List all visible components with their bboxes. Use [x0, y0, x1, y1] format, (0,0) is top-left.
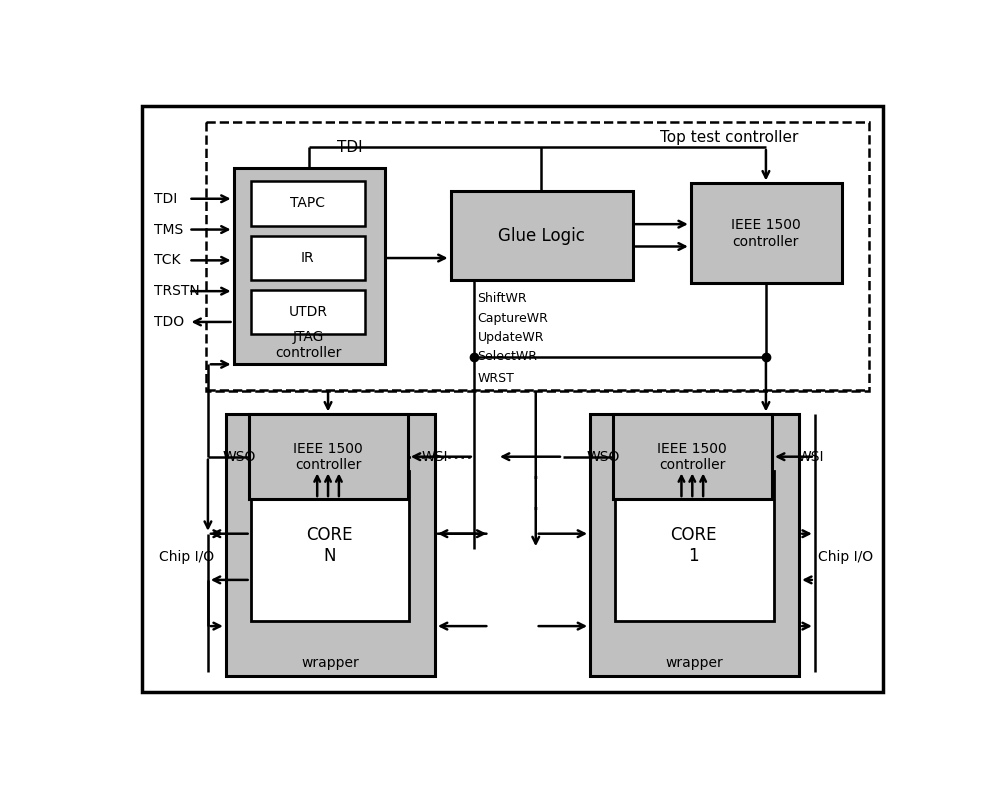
Text: IEEE 1500
controller: IEEE 1500 controller: [293, 442, 363, 472]
Text: Chip I/O: Chip I/O: [159, 550, 215, 564]
Bar: [251, 471, 409, 621]
Text: TMS: TMS: [154, 223, 184, 236]
Text: TAPC: TAPC: [290, 197, 325, 210]
Bar: [615, 471, 774, 621]
Text: .: .: [532, 460, 540, 484]
Text: WSO: WSO: [586, 450, 620, 464]
Bar: [226, 414, 435, 676]
Text: WSO: WSO: [223, 450, 256, 464]
Text: TCK: TCK: [154, 254, 181, 267]
Text: IEEE 1500
controller: IEEE 1500 controller: [731, 218, 801, 249]
Text: UTDR: UTDR: [288, 305, 327, 319]
Text: CaptureWR: CaptureWR: [478, 311, 548, 325]
Text: TDI: TDI: [337, 140, 363, 155]
Text: TDI: TDI: [154, 192, 178, 205]
Text: Top test controller: Top test controller: [660, 130, 799, 145]
Text: IR: IR: [301, 251, 315, 265]
Text: .: .: [532, 491, 540, 515]
Bar: [249, 414, 408, 499]
Text: IEEE 1500
controller: IEEE 1500 controller: [657, 442, 727, 472]
Text: CORE
N: CORE N: [306, 526, 353, 565]
Text: ShiftWR: ShiftWR: [478, 292, 527, 306]
Text: wrapper: wrapper: [302, 656, 359, 670]
Text: WSI: WSI: [422, 450, 448, 464]
Text: wrapper: wrapper: [666, 656, 724, 670]
Text: UpdateWR: UpdateWR: [478, 331, 544, 344]
Bar: [251, 290, 365, 334]
Text: JTAG
controller: JTAG controller: [275, 330, 342, 360]
Text: SelectWR: SelectWR: [478, 350, 538, 363]
Text: TDO: TDO: [154, 315, 185, 329]
Bar: [691, 183, 842, 284]
Text: Chip I/O: Chip I/O: [818, 550, 873, 564]
Bar: [206, 122, 869, 391]
Text: Glue Logic: Glue Logic: [498, 227, 585, 245]
Text: TRSTN: TRSTN: [154, 284, 200, 298]
Bar: [590, 414, 799, 676]
Bar: [251, 235, 365, 280]
Text: .: .: [532, 521, 540, 546]
Bar: [234, 168, 385, 364]
Text: WSI: WSI: [798, 450, 824, 464]
Text: WRST: WRST: [478, 371, 514, 385]
Text: CORE
1: CORE 1: [671, 526, 717, 565]
Bar: [450, 191, 633, 280]
Bar: [251, 181, 365, 226]
Bar: [613, 414, 772, 499]
